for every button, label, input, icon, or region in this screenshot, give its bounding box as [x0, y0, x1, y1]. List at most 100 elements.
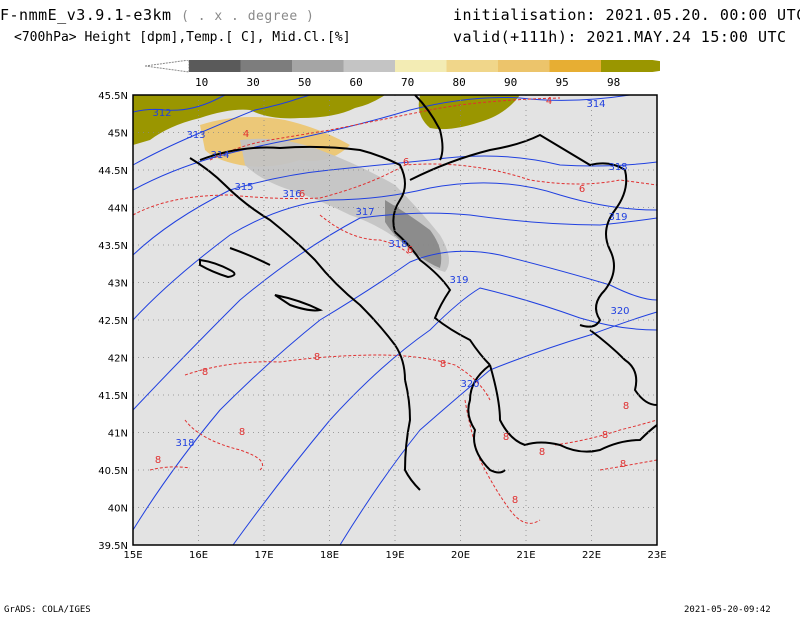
temp-contour-4: [209, 97, 561, 161]
temp-contour-label: 8: [202, 367, 208, 378]
temp-contour-label: 8: [155, 455, 161, 466]
temp-contour-8d: [464, 399, 541, 524]
height-contour-319: [232, 287, 658, 546]
temp-contour-8c: [149, 466, 191, 471]
height-contour-label: 312: [152, 108, 171, 119]
height-contour-label: 314: [586, 99, 605, 110]
temp-contour-label: 8: [620, 459, 626, 470]
border-inland-4: [579, 289, 606, 328]
temp-contour-label: 8: [314, 352, 320, 363]
temp-contour-label: 8: [539, 447, 545, 458]
legend-swatch: [549, 60, 601, 72]
model-title: F-nmmE_v3.9.1-e3km ( . x . degree ): [0, 6, 314, 24]
legend-level-label: 95: [556, 76, 569, 89]
height-contour-316: [132, 182, 658, 321]
lat-label: 41N: [108, 429, 128, 440]
height-contour-label: 317: [355, 207, 374, 218]
legend-swatch: [189, 60, 241, 72]
temp-contour-8e: [554, 419, 658, 446]
lat-label: 45N: [108, 129, 128, 140]
temp-contour-label: 8: [602, 430, 608, 441]
cloud-patch-gray: [385, 200, 442, 268]
temp-contour-label: 8: [239, 427, 245, 438]
legend-level-label: 98: [607, 76, 620, 89]
lon-label: 15E: [123, 550, 142, 561]
height-contours: [132, 94, 658, 546]
height-contour-label: 318: [608, 162, 627, 173]
init-value: 2021.05.20. 00:00 UTC: [605, 6, 800, 24]
height-contour-label: 318: [175, 438, 194, 449]
lat-label: 43.5N: [98, 241, 128, 252]
legend-level-label: 60: [350, 76, 363, 89]
height-contour-label: 316: [282, 189, 301, 200]
height-contour-label: 319: [608, 212, 627, 223]
height-contour-label: 320: [460, 379, 479, 390]
legend-swatch: [446, 60, 498, 72]
height-contour-label: 320: [610, 306, 629, 317]
lat-label: 39.5N: [98, 541, 128, 552]
lon-label: 19E: [385, 550, 404, 561]
lon-label: 18E: [320, 550, 339, 561]
lon-label: 22E: [582, 550, 601, 561]
legend-level-label: 10: [195, 76, 208, 89]
island-2: [274, 294, 324, 312]
lon-label: 16E: [189, 550, 208, 561]
valid-value: 2021.MAY.24 15:00 UTC: [586, 28, 787, 46]
legend-swatch: [292, 60, 344, 72]
legend-level-label: 70: [401, 76, 414, 89]
height-contour-318: [132, 250, 658, 531]
temp-contour-label: 6: [407, 245, 413, 256]
legend-level-label: 80: [453, 76, 466, 89]
border-inland-8: [414, 94, 444, 161]
island-3: [229, 247, 271, 266]
height-contour-label: 319: [449, 275, 468, 286]
legend-swatch: [601, 60, 660, 72]
legend-swatch: [343, 60, 395, 72]
legend-swatch: [395, 60, 447, 72]
lat-label: 44.5N: [98, 166, 128, 177]
lat-label: 40N: [108, 504, 128, 515]
color-legend: 10 30 50 60 70 80 90 95 98: [145, 60, 660, 89]
legend-level-label: 30: [247, 76, 260, 89]
border-inland-6: [467, 364, 506, 474]
temp-contour-label: 4: [546, 96, 552, 107]
coast-south: [403, 379, 421, 491]
temp-contours: [132, 97, 658, 524]
lon-label: 20E: [451, 550, 470, 561]
temp-contour-label: 4: [243, 129, 249, 140]
lon-label: 17E: [254, 550, 273, 561]
valid-time: valid(+111h): 2021.MAY.24 15:00 UTC: [453, 28, 787, 46]
height-contour-label: 318: [388, 239, 407, 250]
lat-label: 42N: [108, 354, 128, 365]
map-frame: [132, 94, 658, 546]
lat-label: 45.5N: [98, 91, 128, 102]
lat-label: 43N: [108, 279, 128, 290]
footer-right: 2021-05-20-09:42: [684, 605, 771, 615]
temp-contour-label: 8: [440, 359, 446, 370]
fields-description: <700hPa> Height [dpm],Temp.[ C], Mid.Cl.…: [14, 30, 351, 45]
cloud-patch-northeast: [418, 95, 520, 130]
height-contour-label: 314: [210, 150, 229, 161]
lat-label: 42.5N: [98, 316, 128, 327]
contour-labels: 312 313 314 315 316 317 318 319 320 318 319 320 314 3…: [152, 96, 629, 506]
legend-swatch: [498, 60, 550, 72]
init-label: initialisation:: [453, 6, 596, 24]
model-name: F-nmmE_v3.9.1-e3km: [0, 6, 172, 24]
temp-contour-label: 8: [503, 432, 509, 443]
lat-labels: 45.5N 45N 44.5N 44N 43.5N 43N 42.5N 42N 41.5N 41N…: [98, 91, 657, 552]
border-inland-2: [394, 231, 491, 366]
legend-level-label: 90: [504, 76, 517, 89]
border-inland-5: [489, 364, 658, 453]
init-time: initialisation: 2021.05.20. 00:00 UTC: [453, 6, 800, 24]
height-contour-317: [132, 212, 658, 411]
cloud-patch-light: [240, 138, 449, 272]
border-inland-7: [589, 329, 658, 406]
legend-swatch: [240, 60, 292, 72]
lat-label: 41.5N: [98, 391, 128, 402]
border-inland-3: [409, 133, 628, 291]
lat-label: 40.5N: [98, 466, 128, 477]
temp-contour-8b: [184, 419, 263, 471]
temp-contour-label: 6: [579, 184, 585, 195]
legend-level-label: 50: [298, 76, 311, 89]
